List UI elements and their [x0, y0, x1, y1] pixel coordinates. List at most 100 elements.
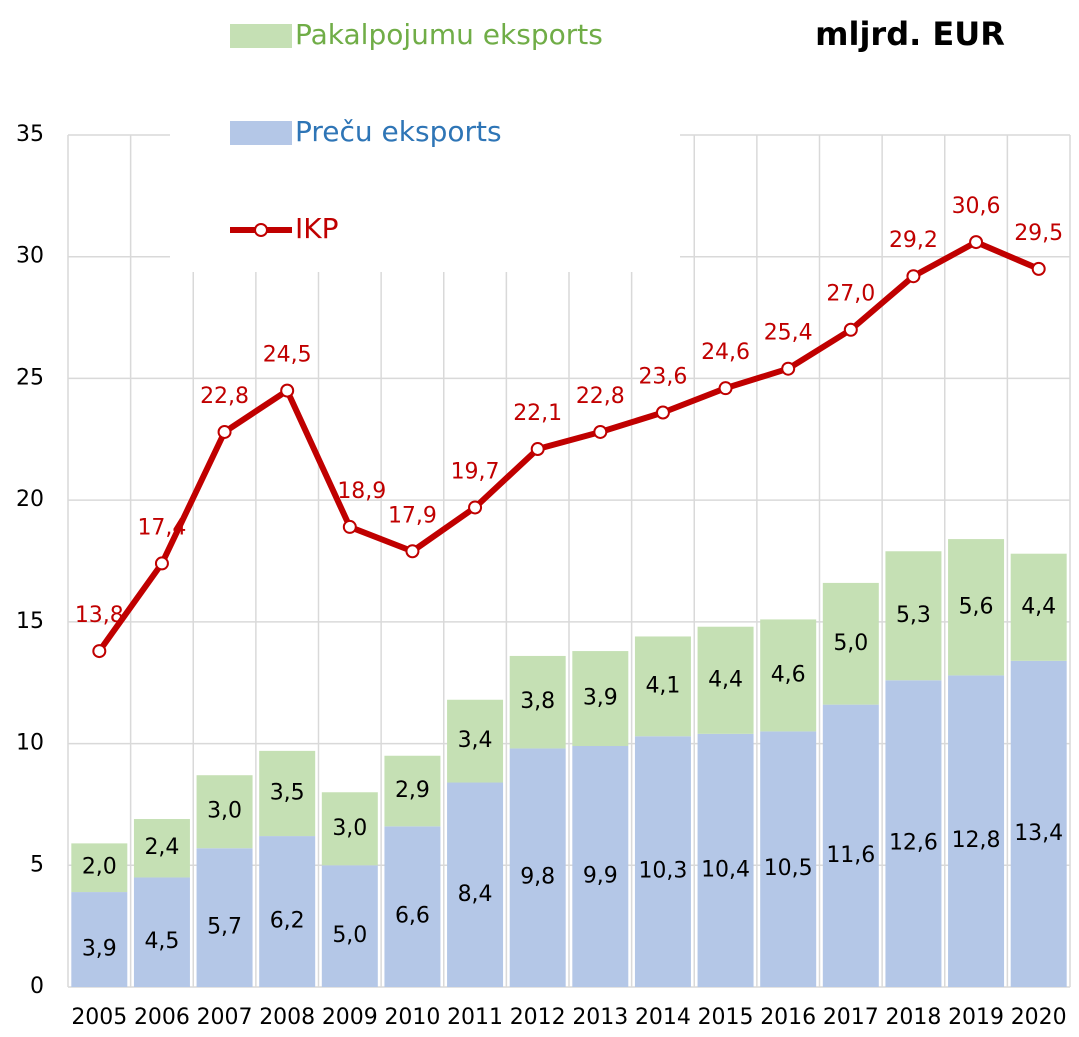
bar — [760, 619, 817, 732]
bar — [948, 675, 1005, 987]
x-tick-label: 2014 — [635, 1005, 691, 1030]
bar — [634, 736, 691, 987]
x-tick-label: 2013 — [572, 1005, 628, 1030]
bar-label: 3,0 — [332, 816, 367, 841]
x-tick-label: 2017 — [823, 1005, 879, 1030]
legend-label: Preču eksports — [295, 115, 502, 148]
y-tick-label: 15 — [16, 609, 44, 634]
x-tick-label: 2016 — [760, 1005, 816, 1030]
y-tick-label: 5 — [30, 852, 44, 877]
bar-label: 3,9 — [82, 937, 117, 962]
x-tick-label: 2009 — [322, 1005, 378, 1030]
bar — [259, 750, 316, 837]
bar — [447, 782, 504, 987]
line-point — [530, 442, 545, 457]
bar — [71, 843, 128, 893]
bar-label: 6,2 — [270, 909, 305, 934]
bar-label: 9,9 — [583, 864, 618, 889]
line-label: 29,5 — [1014, 221, 1063, 246]
line-label: 25,4 — [764, 321, 813, 346]
line-label: 27,0 — [826, 282, 875, 307]
x-tick-label: 2018 — [885, 1005, 941, 1030]
bar-label: 4,4 — [708, 667, 743, 692]
x-tick-label: 2007 — [197, 1005, 253, 1030]
line-label: 24,5 — [263, 343, 312, 368]
bar-label: 3,9 — [583, 686, 618, 711]
line-label: 19,7 — [451, 459, 500, 484]
bar — [196, 775, 253, 849]
bar-label: 12,8 — [952, 828, 1001, 853]
x-tick-label: 2020 — [1011, 1005, 1067, 1030]
bar-label: 10,3 — [638, 859, 687, 884]
y-tick-label: 20 — [16, 487, 44, 512]
bar-label: 3,5 — [270, 780, 305, 805]
bar — [133, 819, 190, 878]
unit-label: mljrd. EUR — [815, 15, 1005, 53]
bar-label: 6,6 — [395, 904, 430, 929]
legend-swatch — [230, 24, 292, 48]
bar-label: 5,0 — [332, 923, 367, 948]
line-point — [593, 424, 608, 439]
bar — [885, 680, 942, 987]
bar-label: 5,7 — [207, 915, 242, 940]
bar-label: 5,0 — [833, 631, 868, 656]
line — [96, 239, 1040, 653]
bar — [196, 848, 253, 987]
bar — [572, 651, 629, 747]
bar-label: 5,6 — [959, 594, 994, 619]
bar-label: 2,4 — [144, 835, 179, 860]
bar-label: 2,0 — [82, 855, 117, 880]
x-tick-label: 2011 — [447, 1005, 503, 1030]
x-tick-label: 2005 — [71, 1005, 127, 1030]
y-tick-label: 30 — [16, 244, 44, 269]
bar-label: 3,8 — [520, 689, 555, 714]
bar — [133, 877, 190, 987]
bar-label: 8,4 — [458, 882, 493, 907]
line-label: 22,1 — [513, 401, 562, 426]
line-point — [154, 556, 169, 571]
bar-label: 4,4 — [1021, 594, 1056, 619]
bar — [509, 748, 566, 987]
bar — [259, 836, 316, 987]
bar — [634, 636, 691, 737]
line-label: 29,2 — [889, 228, 938, 253]
bar — [1010, 553, 1067, 661]
bar — [697, 733, 754, 987]
bar — [822, 582, 879, 705]
legend-swatch — [230, 121, 292, 145]
bar — [321, 865, 378, 987]
y-tick-label: 25 — [16, 365, 44, 390]
y-tick-label: 0 — [30, 974, 44, 999]
line-point — [1031, 261, 1046, 276]
bar — [509, 655, 566, 749]
bar-label: 3,0 — [207, 799, 242, 824]
bar — [1010, 660, 1067, 987]
bar-label: 3,4 — [458, 728, 493, 753]
y-tick-label: 10 — [16, 731, 44, 756]
bar-label: 10,4 — [701, 857, 750, 882]
line-point — [405, 544, 420, 559]
bar — [447, 699, 504, 783]
x-tick-label: 2012 — [510, 1005, 566, 1030]
bar — [384, 755, 441, 827]
x-tick-label: 2006 — [134, 1005, 190, 1030]
line-point — [280, 383, 295, 398]
bar-label: 10,5 — [764, 856, 813, 881]
line-label: 18,9 — [337, 479, 386, 504]
bar — [572, 746, 629, 987]
bar — [948, 539, 1005, 676]
line-point — [843, 322, 858, 337]
line-point — [342, 519, 357, 534]
bar-label: 11,6 — [826, 843, 875, 868]
line-label: 13,8 — [75, 603, 124, 628]
legend-label: IKP — [295, 212, 339, 245]
line-point — [655, 405, 670, 420]
bar-label: 4,1 — [645, 673, 680, 698]
line-point — [718, 381, 733, 396]
line-point — [468, 500, 483, 515]
line-point — [906, 269, 921, 284]
bar-label: 13,4 — [1014, 821, 1063, 846]
x-tick-label: 2008 — [259, 1005, 315, 1030]
bar-label: 5,3 — [896, 603, 931, 628]
